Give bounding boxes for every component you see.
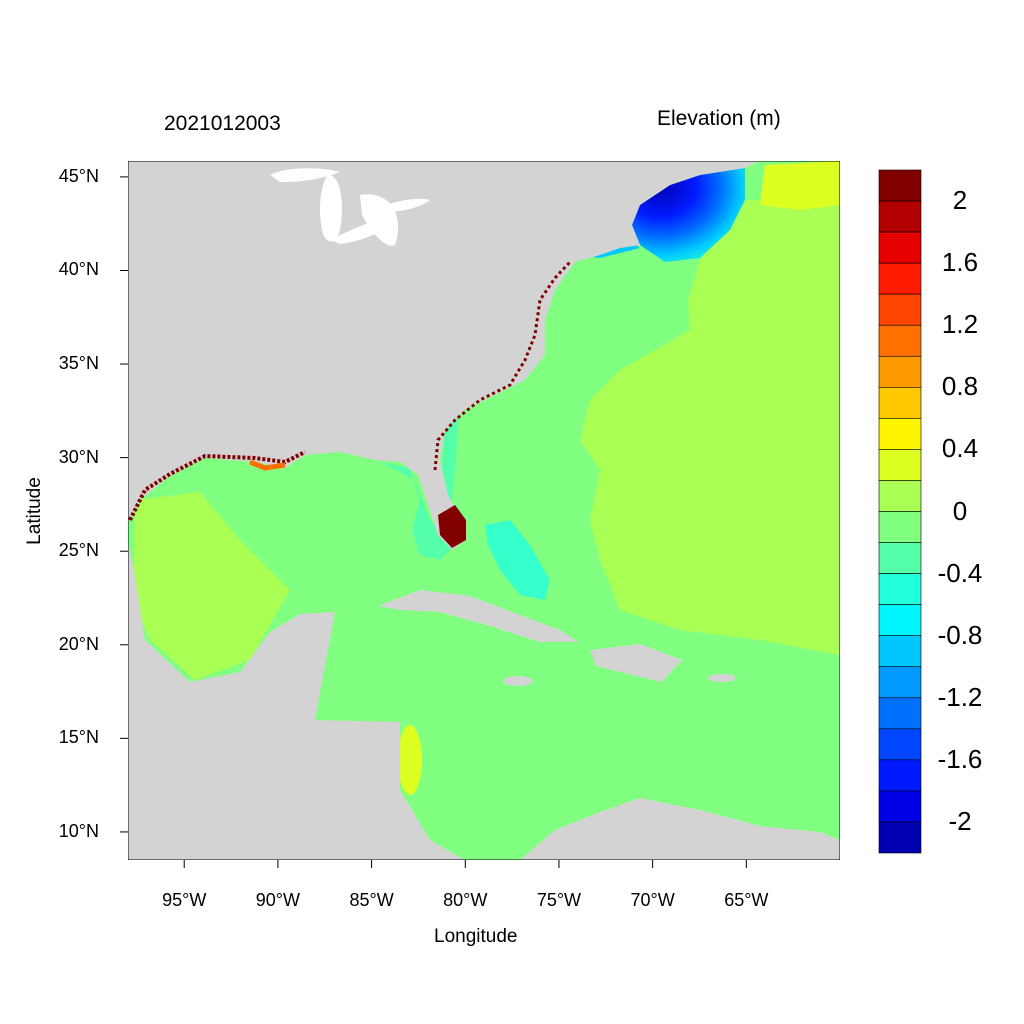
x-tick-label: 75°W (536, 890, 582, 910)
lake-michigan (320, 175, 342, 242)
y-tick-label: 20°N (58, 633, 99, 654)
colorbar-label: -1.6 (937, 743, 983, 774)
axis-ticks (120, 176, 747, 868)
colorbar-bin (878, 418, 922, 450)
y-tick-label: 35°N (58, 353, 99, 374)
colorbar-bin (878, 480, 922, 512)
y-tick-label: 40°N (58, 259, 99, 280)
colorbar-label: -0.8 (937, 619, 983, 650)
x-tick-label: 80°W (443, 890, 488, 910)
colorbar-bin (878, 666, 922, 699)
colorbar-bin (878, 821, 922, 854)
y-tick-label: 30°N (58, 446, 99, 467)
colorbar-bin (878, 169, 922, 202)
florida-shelf-negative (380, 462, 455, 560)
colorbar-label: 0.4 (941, 433, 979, 464)
colorbar-label: 0.8 (941, 371, 979, 402)
colorbar-bin (878, 387, 922, 419)
east-coast-anomaly (433, 260, 572, 471)
colorbar-bin (878, 573, 922, 605)
y-tick-label: 10°N (58, 820, 99, 841)
x-tick-label: 85°W (349, 890, 394, 910)
lake-ontario (380, 198, 430, 212)
x-tick-label: 95°W (162, 890, 207, 910)
colorbar-bin (878, 542, 922, 574)
colorbar-bin (878, 635, 922, 668)
y-tick-label: 15°N (58, 727, 99, 748)
colorbar-bin (878, 262, 922, 295)
y-tick-label: 25°N (58, 540, 99, 561)
colorbar-bin (878, 759, 922, 792)
colorbar-bin (878, 604, 922, 636)
colorbar-label: 0 (952, 495, 968, 526)
south-america-land (520, 798, 840, 860)
honduras-anomaly (398, 725, 422, 795)
mexico-central-america-land (128, 540, 465, 860)
colorbar-label: 1.2 (941, 309, 979, 340)
hispaniola-land (590, 644, 682, 682)
lake-superior (270, 168, 340, 182)
x-axis-label: Longitude (434, 926, 518, 947)
atlantic-ne-anomaly (760, 161, 840, 210)
colorbar-label: -2 (948, 805, 972, 836)
colorbar-bin (878, 728, 922, 761)
gulf-positive-anomaly (133, 492, 290, 680)
cuba-land (378, 590, 578, 642)
colorbar-bin (878, 790, 922, 823)
x-tick-label: 90°W (255, 890, 300, 910)
x-tick-label: 65°W (724, 890, 769, 910)
timestamp-title: 2021012003 (164, 112, 281, 135)
y-tick-label: 45°N (58, 165, 99, 186)
colorbar-bin (878, 697, 922, 730)
colorbar-label: -0.4 (937, 557, 983, 588)
x-tick-label: 70°W (630, 890, 675, 910)
jamaica-land (503, 676, 533, 686)
colorbar-bin (878, 200, 922, 233)
colorbar-bin (878, 231, 922, 264)
colorbar-bin (878, 449, 922, 481)
puerto-rico-land (708, 674, 736, 682)
colorbar-bin (878, 324, 922, 357)
colorbar (878, 169, 922, 854)
south-florida-anomaly (438, 505, 466, 548)
colorbar-label: 2 (952, 185, 968, 216)
colorbar-bin (878, 293, 922, 326)
lake-erie (330, 218, 395, 244)
colorbar-label: -1.2 (937, 681, 983, 712)
gulf-coast-anomaly (128, 450, 306, 521)
y-axis-label: Latitude (24, 477, 45, 545)
north-america-land (128, 161, 760, 550)
colorbar-bin (878, 355, 922, 388)
louisiana-anomaly (249, 459, 286, 471)
colorbar-label: 1.6 (941, 247, 979, 278)
atlantic-positive-anomaly (580, 200, 840, 655)
variable-title: Elevation (m) (657, 107, 781, 130)
colorbar-bin (878, 511, 922, 543)
bahamas-shelf-negative (485, 520, 550, 600)
